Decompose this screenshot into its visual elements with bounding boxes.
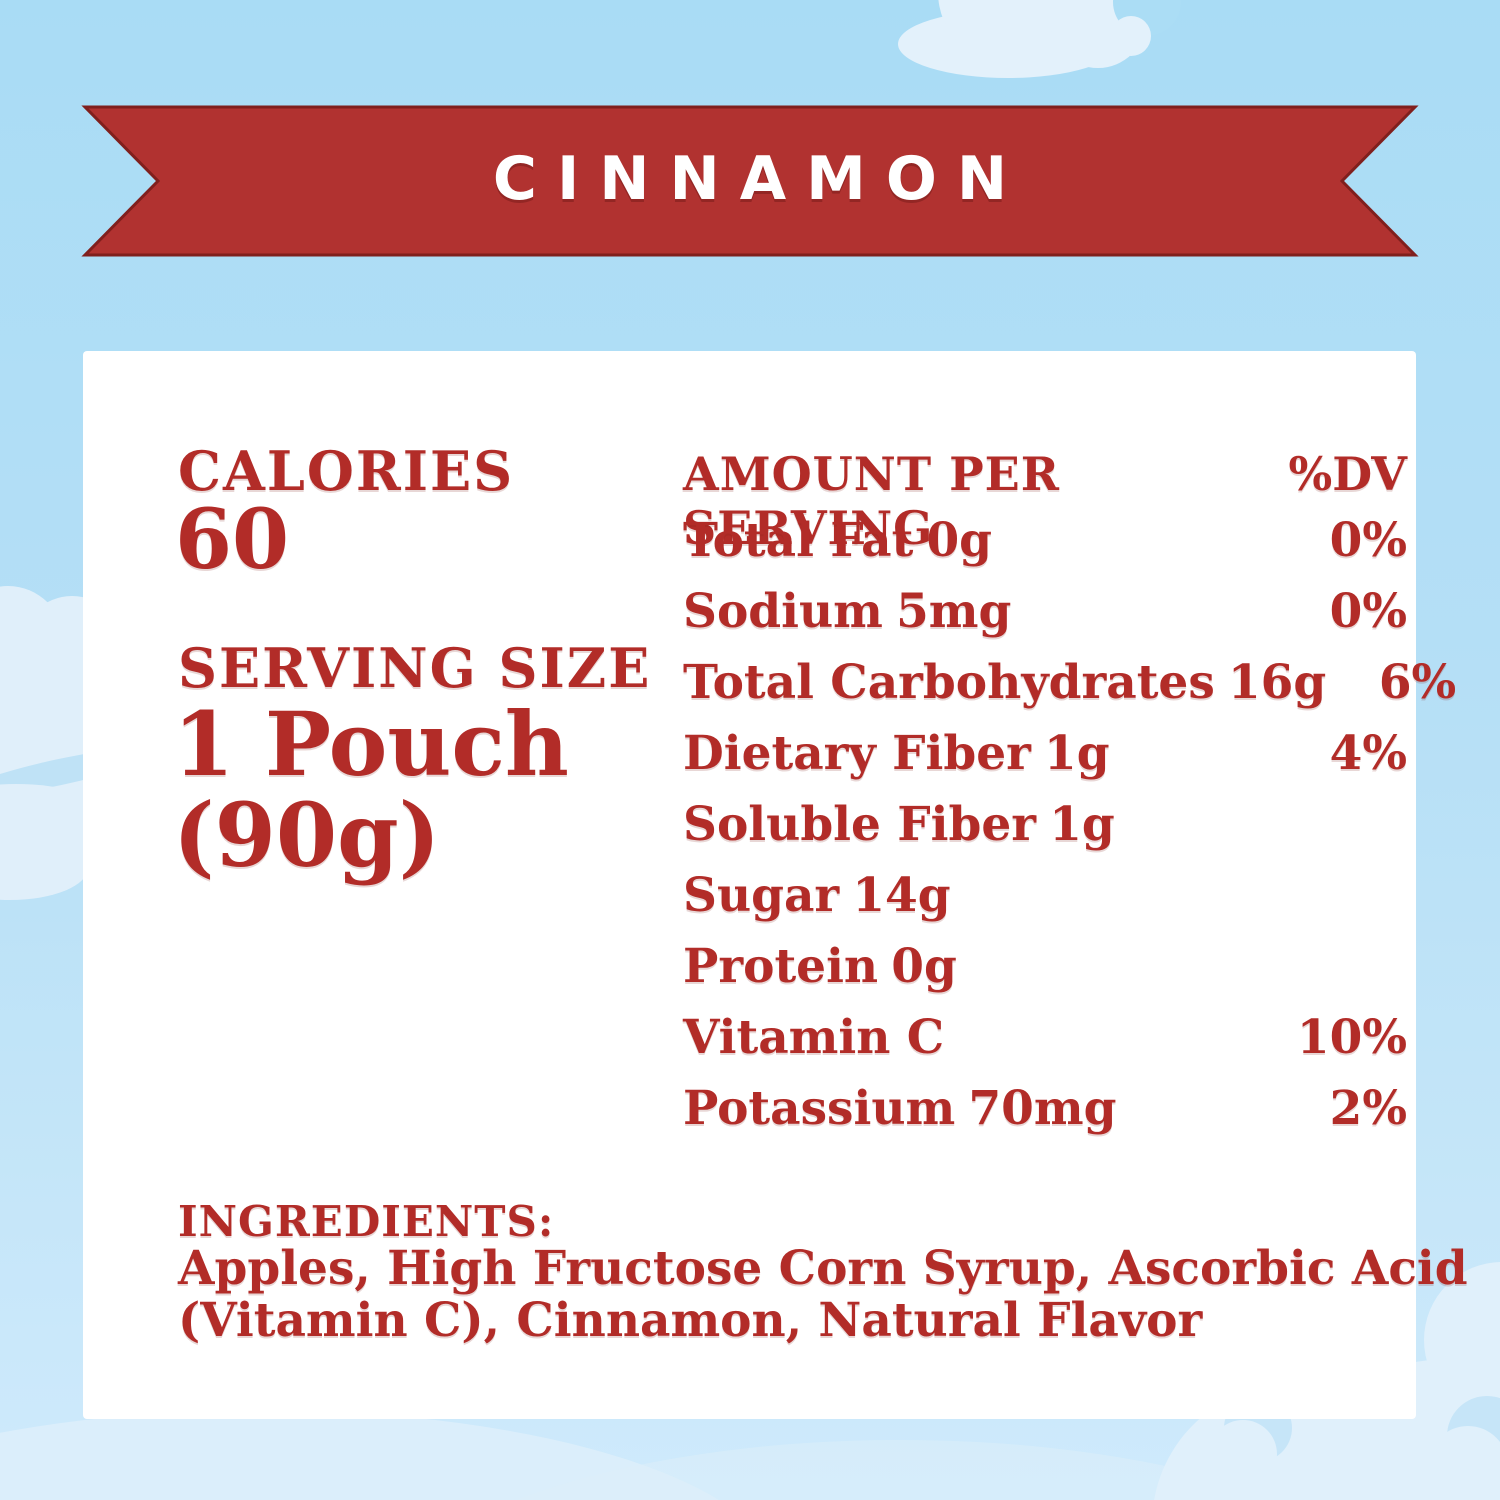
table-row: Sugar 14g (683, 868, 1407, 939)
nutrient-amount: 14g (852, 868, 951, 923)
amount-per-serving-header: AMOUNT PER SERVING (683, 447, 1060, 555)
table-row: Sodium 5mg 0% (683, 584, 1407, 655)
ingredients-heading: INGREDIENTS: (178, 1197, 555, 1246)
nutrient-dv: 4% (1329, 726, 1407, 781)
nutrient-dv: 0% (1329, 513, 1407, 568)
nutrient-amount: 70mg (968, 1081, 1117, 1136)
serving-size-label: SERVING SIZE (178, 636, 652, 700)
nutrient-label: Total Fat (683, 513, 914, 568)
table-row: Total Fat 0g 0% (683, 513, 1407, 584)
table-row: Soluble Fiber 1g (683, 797, 1407, 868)
ingredients-text-line2: (Vitamin C), Cinnamon, Natural Flavor (178, 1293, 1203, 1348)
table-row: Vitamin C 10% (683, 1010, 1407, 1081)
flavor-name: CINNAMON (492, 144, 1028, 214)
nutrient-amount: 5mg (896, 584, 1012, 639)
serving-size-value: 1 Pouch (173, 692, 569, 796)
nutrient-label: Soluble Fiber (683, 797, 1037, 852)
nutrient-label: Vitamin C (683, 1010, 945, 1065)
nutrient-amount: 1g (1049, 797, 1115, 852)
nutrient-label: Total Carbohydrates (683, 655, 1215, 710)
nutrient-dv: 6% (1378, 655, 1457, 710)
nutrient-dv: 2% (1329, 1081, 1407, 1136)
table-row: Protein 0g (683, 939, 1407, 1010)
nutrition-table-header: AMOUNT PER SERVING %DV (683, 447, 1407, 555)
nutrient-dv: 0% (1329, 584, 1407, 639)
table-row: Potassium 70mg 2% (683, 1081, 1407, 1152)
nutrient-amount: 0g (891, 939, 957, 994)
table-row: Total Carbohydrates 16g 6% (683, 655, 1456, 726)
nutrient-amount: 1g (1044, 726, 1110, 781)
nutrient-dv: 10% (1296, 1010, 1407, 1065)
nutrition-table: AMOUNT PER SERVING %DV Total Fat 0g 0% So… (683, 447, 1456, 1152)
ingredients-text-line1: Apples, High Fructose Corn Syrup, Ascorb… (178, 1241, 1468, 1296)
nutrient-label: Dietary Fiber (683, 726, 1031, 781)
nutrition-card: CALORIES 60 SERVING SIZE 1 Pouch (90g) A… (83, 351, 1468, 1419)
percent-dv-header: %DV (1288, 447, 1407, 501)
nutrient-label: Sugar (683, 868, 840, 923)
table-row: Dietary Fiber 1g 4% (683, 726, 1407, 797)
nutrient-amount: 0g (926, 513, 993, 568)
serving-size-weight: (90g) (173, 783, 441, 887)
nutrient-label: Sodium (683, 584, 883, 639)
flavor-ribbon (81, 105, 1419, 257)
calories-value: 60 (175, 492, 290, 588)
nutrient-label: Protein (683, 939, 879, 994)
nutrient-label: Potassium (683, 1081, 956, 1136)
nutrient-amount: 16g (1227, 655, 1327, 710)
calories-label: CALORIES (178, 439, 515, 503)
